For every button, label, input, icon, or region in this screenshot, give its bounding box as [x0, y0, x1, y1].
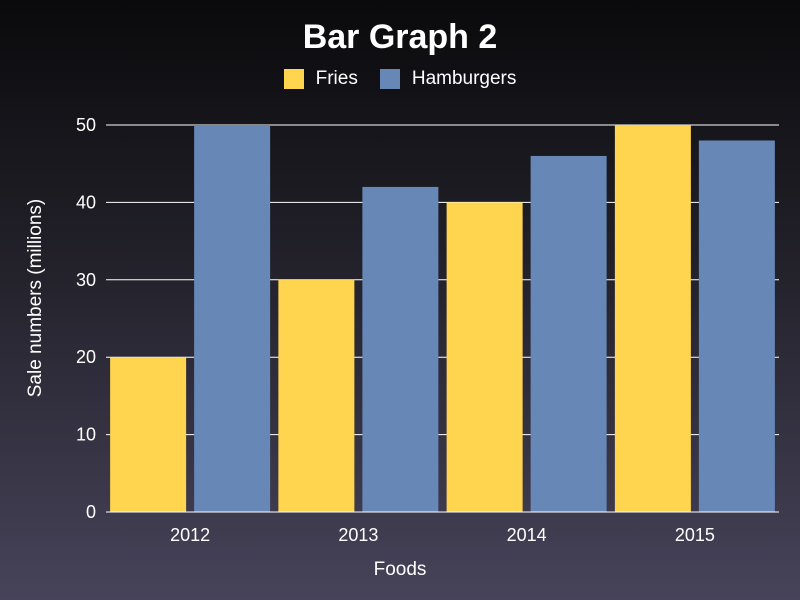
x-tick-label: 2015 [675, 525, 715, 545]
y-tick-label: 50 [76, 115, 96, 135]
legend-label-fries: Fries [315, 68, 358, 89]
x-axis-label: Foods [374, 559, 427, 580]
bar-hamburgers-2014 [530, 155, 607, 512]
legend-item-hamburgers: Hamburgers [379, 68, 517, 90]
y-tick-label: 20 [76, 347, 96, 367]
axes: 0 10 20 30 40 50 2012 2013 2014 2015 [76, 115, 779, 545]
x-tick-label: 2012 [170, 525, 210, 545]
legend-item-fries: Fries [283, 68, 358, 90]
bar-hamburgers-2013 [362, 186, 439, 513]
x-tick-label: 2014 [507, 525, 547, 545]
y-tick-label: 30 [76, 270, 96, 290]
legend: Fries Hamburgers [0, 68, 800, 90]
y-tick-label: 40 [76, 192, 96, 212]
bar-fries-2014 [446, 202, 523, 512]
bar-fries-2012 [110, 357, 187, 512]
legend-label-hamburgers: Hamburgers [411, 68, 517, 89]
bar-fries-2013 [278, 279, 355, 512]
legend-swatch-fries [283, 69, 304, 89]
bar-fries-2015 [614, 125, 691, 512]
bar-hamburgers-2012 [194, 125, 271, 512]
y-tick-label: 0 [86, 502, 96, 522]
x-tick-label: 2013 [338, 525, 378, 545]
bar-hamburgers-2015 [698, 140, 775, 513]
bars [110, 125, 775, 513]
y-tick-label: 10 [76, 425, 96, 445]
chart-title: Bar Graph 2 [302, 18, 498, 56]
legend-swatch-hamburgers [379, 69, 400, 89]
y-axis-label: Sale numbers (millions) [25, 199, 46, 398]
